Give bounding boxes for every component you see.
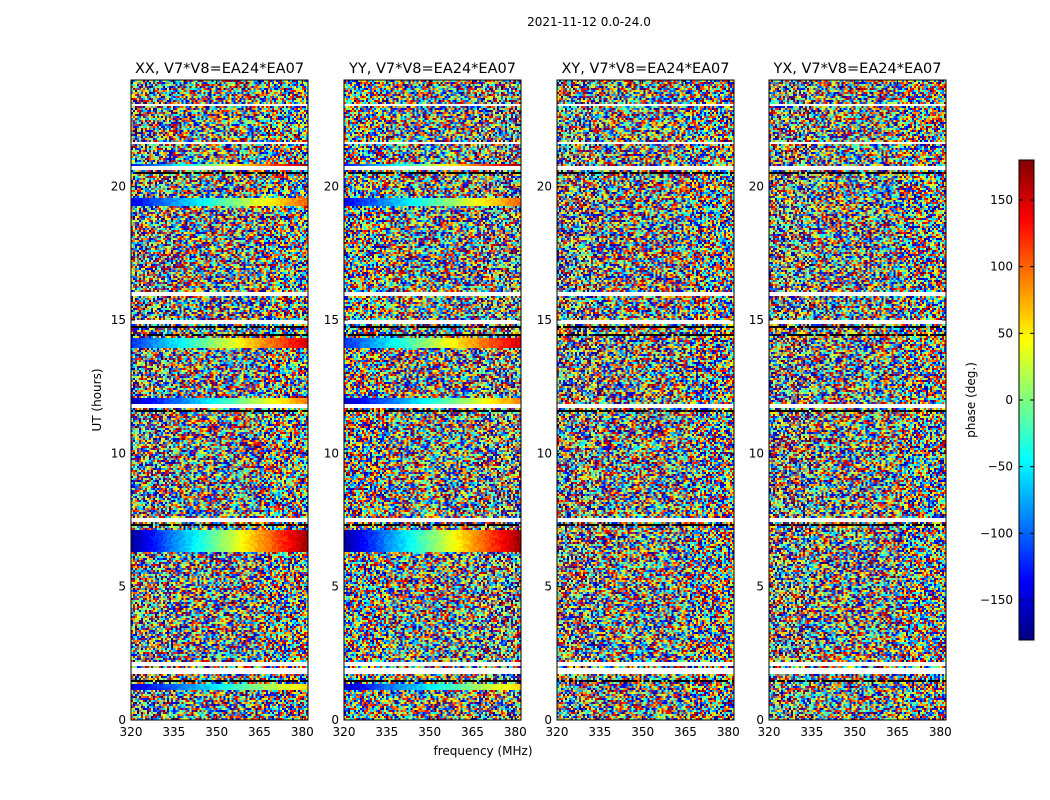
x-tick-label: 380 — [929, 725, 952, 739]
y-axis-label: UT (hours) — [90, 368, 104, 431]
y-tick-label: 5 — [118, 580, 126, 594]
colorbar-tick-label: −100 — [980, 526, 1013, 540]
x-tick-label: 320 — [333, 725, 356, 739]
y-tick-label: 20 — [537, 180, 552, 194]
x-tick-label: 320 — [546, 725, 569, 739]
x-tick-label: 350 — [205, 725, 228, 739]
y-tick-label: 0 — [756, 713, 764, 727]
figure-suptitle: 2021-11-12 0.0-24.0 — [527, 15, 651, 29]
y-tick-label: 15 — [324, 313, 339, 327]
x-tick-label: 365 — [461, 725, 484, 739]
panel-yx: YX, V7*V8=EA24*EA07 320 335 350 365 380 0 5 10 15… — [749, 61, 952, 739]
panel-title: YX, V7*V8=EA24*EA07 — [772, 61, 941, 77]
phase-heatmap-xx — [131, 80, 308, 720]
colorbar-label: phase (deg.) — [964, 362, 978, 438]
x-tick-label: 320 — [758, 725, 781, 739]
panel-title: XX, V7*V8=EA24*EA07 — [135, 61, 304, 77]
colorbar-tick-label: 50 — [998, 326, 1013, 340]
colorbar-tick-label: 0 — [1005, 393, 1013, 407]
phase-heatmap-yy — [344, 80, 521, 720]
panel-frame — [130, 79, 309, 721]
x-tick-label: 350 — [418, 725, 441, 739]
panel-xy: XY, V7*V8=EA24*EA07 320 335 350 365 380 0 5 10 15… — [537, 61, 740, 739]
x-tick-label: 335 — [800, 725, 823, 739]
y-tick-label: 5 — [331, 580, 339, 594]
x-tick-label: 365 — [886, 725, 909, 739]
x-tick-label: 335 — [588, 725, 611, 739]
x-tick-label: 380 — [717, 725, 740, 739]
y-tick-label: 5 — [756, 580, 764, 594]
panel-frame — [343, 79, 522, 721]
colorbar-tick-label: −50 — [988, 460, 1013, 474]
y-tick-label: 0 — [331, 713, 339, 727]
y-tick-label: 15 — [749, 313, 764, 327]
x-tick-label: 335 — [375, 725, 398, 739]
colorbar-tick-label: 150 — [990, 193, 1013, 207]
y-tick-label: 0 — [118, 713, 126, 727]
y-tick-label: 15 — [111, 313, 126, 327]
y-tick-label: 0 — [544, 713, 552, 727]
y-tick-label: 10 — [324, 446, 339, 460]
x-tick-label: 335 — [162, 725, 185, 739]
panel-frame — [556, 79, 735, 721]
x-tick-label: 365 — [248, 725, 271, 739]
x-axis-label: frequency (MHz) — [433, 744, 532, 758]
y-tick-label: 10 — [537, 446, 552, 460]
phase-heatmap-yx — [769, 80, 946, 720]
y-tick-label: 20 — [111, 180, 126, 194]
colorbar-tick-label: 100 — [990, 260, 1013, 274]
x-tick-label: 350 — [843, 725, 866, 739]
x-tick-label: 380 — [504, 725, 527, 739]
y-tick-label: 10 — [111, 446, 126, 460]
y-tick-label: 20 — [749, 180, 764, 194]
x-tick-label: 320 — [120, 725, 143, 739]
panel-frame — [768, 79, 947, 721]
phase-heatmap-xy — [557, 80, 734, 720]
panel-xx: XX, V7*V8=EA24*EA07 320 335 350 365 380 0 5 10 15… — [111, 61, 314, 739]
colorbar-tick-label: −150 — [980, 593, 1013, 607]
panel-title: YY, V7*V8=EA24*EA07 — [348, 61, 516, 77]
x-tick-label: 350 — [631, 725, 654, 739]
x-tick-label: 380 — [291, 725, 314, 739]
y-tick-label: 10 — [749, 446, 764, 460]
panel-title: XY, V7*V8=EA24*EA07 — [561, 61, 729, 77]
panel-yy: YY, V7*V8=EA24*EA07 320 335 350 365 380 0 5 10 15… — [324, 61, 527, 739]
x-tick-label: 365 — [674, 725, 697, 739]
y-tick-label: 5 — [544, 580, 552, 594]
y-tick-label: 20 — [324, 180, 339, 194]
y-tick-label: 15 — [537, 313, 552, 327]
